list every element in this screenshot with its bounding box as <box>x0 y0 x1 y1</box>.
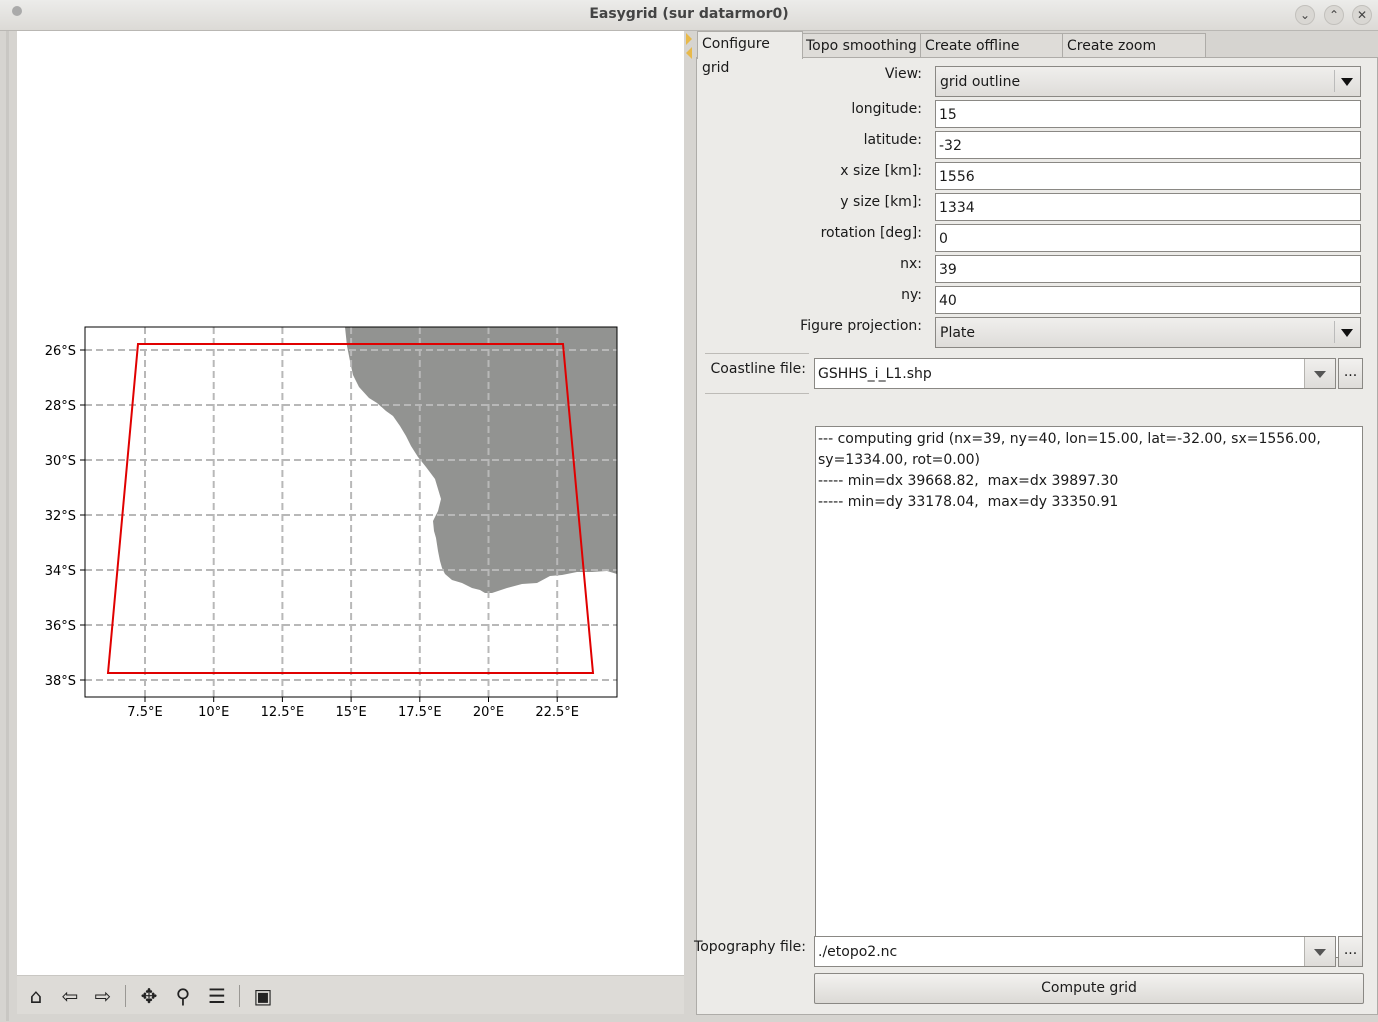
map-figure: 26°S 28°S 30°S 32°S 34°S 36°S 38°S 7.5°E 10°E 12… <box>45 326 618 720</box>
latitude-tick-label: 38°S <box>45 674 76 689</box>
y-size-label: y size [km]: <box>840 194 922 210</box>
pan-icon[interactable]: ✥ <box>140 984 158 1008</box>
latitude-tick-label: 28°S <box>45 399 76 414</box>
window-menu-icon[interactable] <box>12 6 22 16</box>
projection-select-value: Plate <box>940 325 976 341</box>
splitter-left-arrow-icon[interactable] <box>686 47 692 59</box>
latitude-input[interactable]: -32 <box>935 131 1361 159</box>
longitude-input[interactable]: 15 <box>935 100 1361 128</box>
figure-canvas[interactable]: 26°S 28°S 30°S 32°S 34°S 36°S 38°S 7.5°E 10°E 12… <box>17 31 684 975</box>
forward-arrow-icon[interactable]: ⇨ <box>94 984 112 1008</box>
latitude-tick-label: 36°S <box>45 619 76 634</box>
topography-file-select[interactable]: ./etopo2.nc <box>814 936 1336 967</box>
divider <box>705 353 809 354</box>
tab-create-zoom-agrif[interactable]: Create zoom AGRIF <box>1062 33 1206 78</box>
window-title: Easygrid (sur datarmor0) <box>589 6 789 22</box>
coastline-label: Coastline file: <box>710 361 806 377</box>
toolbar-separator <box>239 985 240 1007</box>
log-line: ----- min=dy 33178.04, max=dy 33350.91 <box>818 494 1119 510</box>
longitude-tick-labels: 7.5°E 10°E 12.5°E 15°E 17.5°E 20°E 22.5°E <box>127 705 579 720</box>
zoom-icon[interactable]: ⚲ <box>175 984 191 1008</box>
projection-label: Figure projection: <box>800 318 922 334</box>
topography-file-value: ./etopo2.nc <box>818 944 898 960</box>
log-line: --- computing grid (nx=39, ny=40, lon=15… <box>818 431 1326 468</box>
latitude-tick-label: 34°S <box>45 564 76 579</box>
nx-label: nx: <box>900 256 922 272</box>
topography-browse-button[interactable]: ... <box>1338 936 1363 967</box>
chevron-down-icon[interactable] <box>1334 321 1357 343</box>
map-gridlines <box>80 327 617 702</box>
splitter-right-arrow-icon[interactable] <box>686 33 692 45</box>
back-arrow-icon[interactable]: ⇦ <box>61 984 79 1008</box>
configure-grid-pane: View: grid outline longitude: 15 latitud… <box>694 57 1378 1015</box>
chevron-down-icon[interactable] <box>1304 359 1335 388</box>
rotation-input[interactable]: 0 <box>935 224 1361 252</box>
latitude-label: latitude: <box>863 132 922 148</box>
ny-input[interactable]: 40 <box>935 286 1361 314</box>
longitude-tick-label: 12.5°E <box>261 705 305 720</box>
navigation-toolbar: ⌂ ⇦ ⇨ ✥ ⚲ ☰ ▣ <box>17 975 684 1014</box>
chevron-down-icon[interactable] <box>1304 937 1335 966</box>
control-panel: Configure grid Topo smoothing Create off… <box>694 31 1378 1021</box>
save-icon[interactable]: ▣ <box>253 984 273 1008</box>
maximize-button[interactable]: ⌃ <box>1324 5 1344 25</box>
view-select[interactable]: grid outline <box>935 66 1361 97</box>
longitude-tick-label: 10°E <box>198 705 229 720</box>
coastline-browse-button[interactable]: ... <box>1338 358 1363 389</box>
x-size-label: x size [km]: <box>840 163 922 179</box>
ny-label: ny: <box>901 287 922 303</box>
latitude-tick-label: 32°S <box>45 509 76 524</box>
minimize-button[interactable]: ⌄ <box>1295 5 1315 25</box>
view-label: View: <box>884 66 922 82</box>
longitude-tick-label: 20°E <box>473 705 504 720</box>
coastline-file-value: GSHHS_i_L1.shp <box>818 366 932 382</box>
log-line: ----- min=dx 39668.82, max=dx 39897.30 <box>818 473 1119 489</box>
configure-subplots-icon[interactable]: ☰ <box>208 984 226 1008</box>
toolbar-separator <box>125 985 126 1007</box>
panel-splitter[interactable] <box>684 31 694 1021</box>
view-select-value: grid outline <box>940 74 1021 90</box>
longitude-label: longitude: <box>851 101 922 117</box>
home-icon[interactable]: ⌂ <box>29 984 43 1008</box>
projection-select[interactable]: Plate <box>935 317 1361 348</box>
tab-create-offline-zoom[interactable]: Create offline zoom <box>920 33 1064 78</box>
chevron-down-icon[interactable] <box>1334 70 1357 92</box>
close-button[interactable]: ✕ <box>1352 5 1372 25</box>
coastline-file-select[interactable]: GSHHS_i_L1.shp <box>814 358 1336 389</box>
log-output[interactable]: --- computing grid (nx=39, ny=40, lon=15… <box>815 426 1363 958</box>
longitude-tick-label: 22.5°E <box>535 705 579 720</box>
rotation-label: rotation [deg]: <box>820 225 922 241</box>
grid-outline <box>106 343 595 674</box>
longitude-tick-label: 17.5°E <box>398 705 442 720</box>
map-axes-frame <box>84 326 618 698</box>
y-size-input[interactable]: 1334 <box>935 193 1361 221</box>
divider <box>705 393 809 394</box>
latitude-tick-label: 26°S <box>45 344 76 359</box>
topography-label: Topography file: <box>694 939 806 955</box>
tab-configure-grid[interactable]: Configure grid <box>697 31 803 76</box>
window-titlebar: Easygrid (sur datarmor0) ⌄ ⌃ ✕ <box>0 0 1378 31</box>
longitude-tick-label: 7.5°E <box>127 705 162 720</box>
tab-topo-smoothing[interactable]: Topo smoothing <box>801 33 922 58</box>
compute-grid-button[interactable]: Compute grid <box>814 973 1364 1004</box>
left-frame-border <box>6 31 9 1021</box>
latitude-tick-label: 30°S <box>45 454 76 469</box>
nx-input[interactable]: 39 <box>935 255 1361 283</box>
x-size-input[interactable]: 1556 <box>935 162 1361 190</box>
latitude-tick-labels: 26°S 28°S 30°S 32°S 34°S 36°S 38°S <box>45 344 76 689</box>
longitude-tick-label: 15°E <box>335 705 366 720</box>
